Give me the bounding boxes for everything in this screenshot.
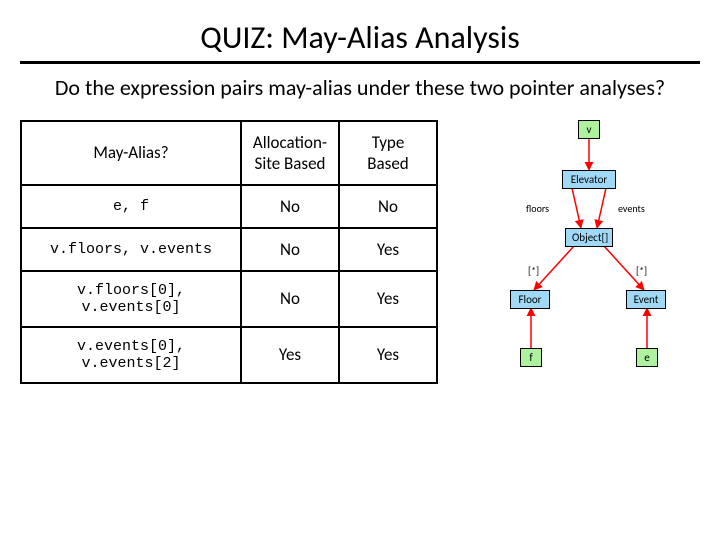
question-text: Do the expression pairs may-alias under …: [40, 74, 680, 102]
node-v: v: [578, 120, 600, 139]
cell-type: Yes: [339, 271, 437, 327]
cell-expr: v.events[0], v.events[2]: [21, 327, 241, 383]
table-row: e, f No No: [21, 185, 437, 228]
cell-expr: v.floors, v.events: [21, 228, 241, 271]
table-row: v.floors[0], v.events[0] No Yes: [21, 271, 437, 327]
table-row: v.events[0], v.events[2] Yes Yes: [21, 327, 437, 383]
edge-elevator-objarr-floors: [572, 188, 581, 228]
cell-expr: v.floors[0], v.events[0]: [21, 271, 241, 327]
table-row: v.floors, v.events No Yes: [21, 228, 437, 271]
title-underline: [20, 61, 700, 64]
cell-alloc: Yes: [241, 327, 339, 383]
edge-label-star-right: [*]: [636, 264, 647, 277]
content-area: May-Alias? Allocation-Site Based Type Ba…: [0, 120, 720, 440]
edge-label-star-left: [*]: [528, 264, 539, 277]
node-f: f: [520, 348, 542, 367]
col-header-alloc: Allocation-Site Based: [241, 121, 339, 185]
node-objarr: Object[]: [565, 228, 613, 247]
cell-alloc: No: [241, 271, 339, 327]
node-e: e: [636, 348, 658, 367]
col-header-expr: May-Alias?: [21, 121, 241, 185]
quiz-table: May-Alias? Allocation-Site Based Type Ba…: [20, 120, 438, 384]
cell-alloc: No: [241, 228, 339, 271]
edge-label-floors: floors: [526, 202, 549, 215]
edge-objarr-floor: [534, 246, 574, 290]
page-title: QUIZ: May-Alias Analysis: [0, 18, 720, 57]
node-event: Event: [626, 290, 666, 309]
cell-alloc: No: [241, 185, 339, 228]
quiz-table-wrap: May-Alias? Allocation-Site Based Type Ba…: [20, 120, 438, 384]
edge-label-events: events: [618, 202, 645, 215]
cell-type: No: [339, 185, 437, 228]
cell-expr: e, f: [21, 185, 241, 228]
diagram-arrows: [456, 120, 700, 440]
node-elevator: Elevator: [562, 170, 616, 189]
table-header-row: May-Alias? Allocation-Site Based Type Ba…: [21, 121, 437, 185]
edge-elevator-objarr-events: [597, 188, 606, 228]
cell-type: Yes: [339, 228, 437, 271]
cell-type: Yes: [339, 327, 437, 383]
pointer-diagram: v Elevator Object[] Floor Event f e floo…: [456, 120, 700, 440]
col-header-type: Type Based: [339, 121, 437, 185]
node-floor: Floor: [510, 290, 550, 309]
